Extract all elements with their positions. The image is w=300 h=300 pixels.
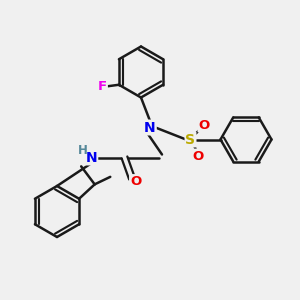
Text: N: N [144, 121, 156, 134]
Text: S: S [185, 133, 196, 146]
Text: O: O [198, 118, 210, 132]
Text: H: H [78, 144, 88, 158]
Text: N: N [86, 151, 97, 164]
Text: F: F [98, 80, 107, 93]
Text: O: O [130, 175, 141, 188]
Text: O: O [192, 149, 204, 163]
